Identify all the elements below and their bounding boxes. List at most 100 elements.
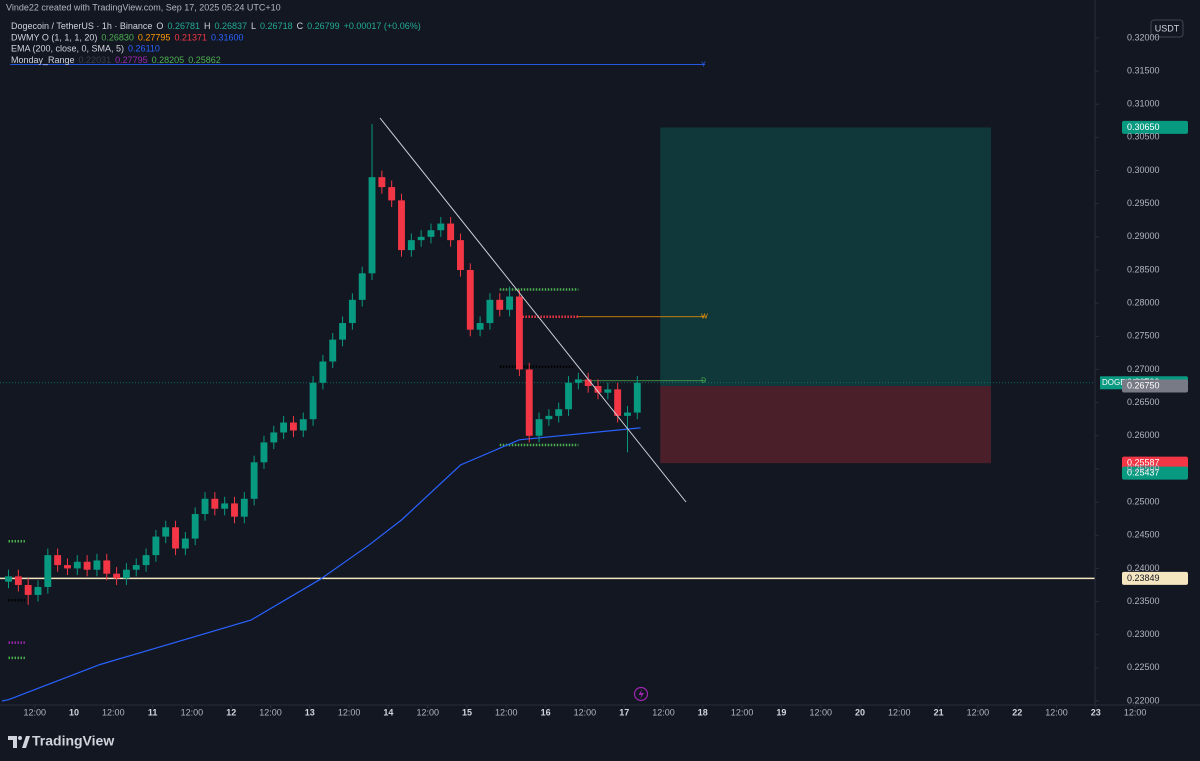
price-label: 0.25437 (1127, 467, 1160, 477)
candle-body (624, 412, 631, 416)
y-tick-label: 0.26500 (1127, 397, 1160, 407)
candle-body (73, 561, 81, 569)
y-tick-label: 0.25000 (1127, 496, 1160, 506)
candle-body (535, 419, 543, 436)
candle-body (280, 422, 288, 433)
candle-body (368, 177, 376, 274)
legend-item: 0.26110 (128, 44, 160, 54)
candle-body (34, 586, 42, 595)
price-label-box (1122, 120, 1188, 134)
y-tick-label: 0.24500 (1127, 530, 1160, 540)
x-tick-label: 17 (619, 707, 629, 717)
ema-line (1, 427, 641, 702)
candle-body (633, 382, 641, 413)
candle-body (64, 565, 71, 569)
legend-item: 0.22031 (79, 55, 112, 65)
legend-item: 0.26830 (101, 33, 134, 43)
currency-box[interactable] (1150, 19, 1184, 38)
candle-body (565, 382, 572, 410)
candle-body (447, 223, 455, 241)
price-label: 0.30650 (1127, 122, 1160, 132)
candle-body (250, 462, 258, 499)
candle-body (44, 555, 52, 587)
candle-body (309, 382, 317, 420)
legend-item: 0.26718 (260, 21, 293, 31)
candle-body (515, 296, 523, 370)
candle-body (486, 299, 494, 324)
candle-body (191, 514, 199, 539)
legend-item: 0.27795 (138, 33, 171, 43)
x-tick-label: 21 (934, 707, 944, 717)
candle-body (614, 389, 622, 416)
stop-zone (660, 386, 992, 464)
candle-body (142, 555, 150, 566)
candle-body (14, 576, 22, 585)
y-tick-label: 0.26000 (1127, 430, 1160, 440)
candle-body (604, 389, 612, 393)
price-label-box (1122, 466, 1188, 480)
x-tick-label: 20 (855, 707, 865, 717)
candle-body (574, 379, 582, 383)
candle-body (457, 240, 464, 270)
x-tick-label: 13 (305, 707, 315, 717)
candle-body (270, 432, 278, 443)
y-tick-label: 0.27000 (1127, 364, 1160, 374)
x-tick-label: 12:00 (1045, 707, 1068, 717)
target-zone (660, 127, 992, 387)
candle-body (388, 187, 396, 201)
candle-body (5, 576, 12, 582)
legend-item: 0.25862 (188, 55, 221, 65)
candle-body (594, 386, 602, 393)
level-label: W (701, 314, 708, 321)
price-label: 0.26750 (1127, 380, 1160, 390)
legend-item: +0.00017 (+0.06%) (344, 21, 421, 31)
legend-item: C (297, 21, 304, 31)
candle-body (240, 498, 248, 517)
candle-body (358, 273, 366, 300)
candle-body (152, 536, 160, 556)
candle-body (83, 561, 91, 570)
y-tick-label: 0.30500 (1127, 132, 1160, 142)
y-tick-label: 0.28000 (1127, 298, 1160, 308)
legend-item: 0.26781 (167, 21, 200, 31)
currency[interactable]: USDT (1155, 23, 1180, 33)
candle-body (398, 200, 405, 251)
y-tick-label: 0.30000 (1127, 165, 1160, 175)
price-label-box (1122, 379, 1188, 393)
legend-item: DWMY O (1, 1, 1, 20) (11, 33, 97, 43)
events-icon[interactable] (633, 686, 649, 702)
candle-body (437, 223, 445, 231)
candle-body (319, 361, 327, 383)
x-tick-label: 12:00 (574, 707, 597, 717)
legend-item: 0.28205 (152, 55, 185, 65)
legend-line: Monday_Range 0.22031 0.27795 0.28205 0.25862 (11, 55, 221, 65)
candle-body (339, 323, 346, 340)
level-label: D (701, 378, 706, 385)
y-tick-label: 0.22000 (1127, 695, 1160, 705)
y-tick-label: 0.25500 (1127, 463, 1160, 473)
y-tick-label: 0.23000 (1127, 629, 1160, 639)
candle-body (506, 296, 514, 310)
brand: TradingView (32, 733, 114, 749)
candle-body (162, 527, 170, 537)
legend-item: H (204, 21, 211, 31)
candle-body (113, 573, 121, 579)
x-tick-label: 19 (776, 707, 786, 717)
x-tick-label: 12:00 (495, 707, 518, 717)
level-label: Y (701, 61, 706, 68)
x-tick-label: 12:00 (23, 707, 46, 717)
candle-body (132, 565, 140, 570)
candle-body (555, 409, 563, 416)
price-label-box (1122, 571, 1188, 585)
y-tick-label: 0.29000 (1127, 231, 1160, 241)
legend-item: 0.26837 (214, 21, 247, 31)
x-tick-label: 12:00 (652, 707, 675, 717)
x-tick-label: 12:00 (416, 707, 439, 717)
x-tick-label: 16 (541, 707, 551, 717)
candle-body (348, 299, 356, 324)
candle-body (407, 240, 415, 251)
x-tick-label: 23 (1091, 707, 1101, 717)
y-tick-label: 0.28500 (1127, 264, 1160, 274)
legend-item: EMA (200, close, 0, SMA, 5) (11, 44, 124, 54)
candle-body (378, 177, 386, 188)
